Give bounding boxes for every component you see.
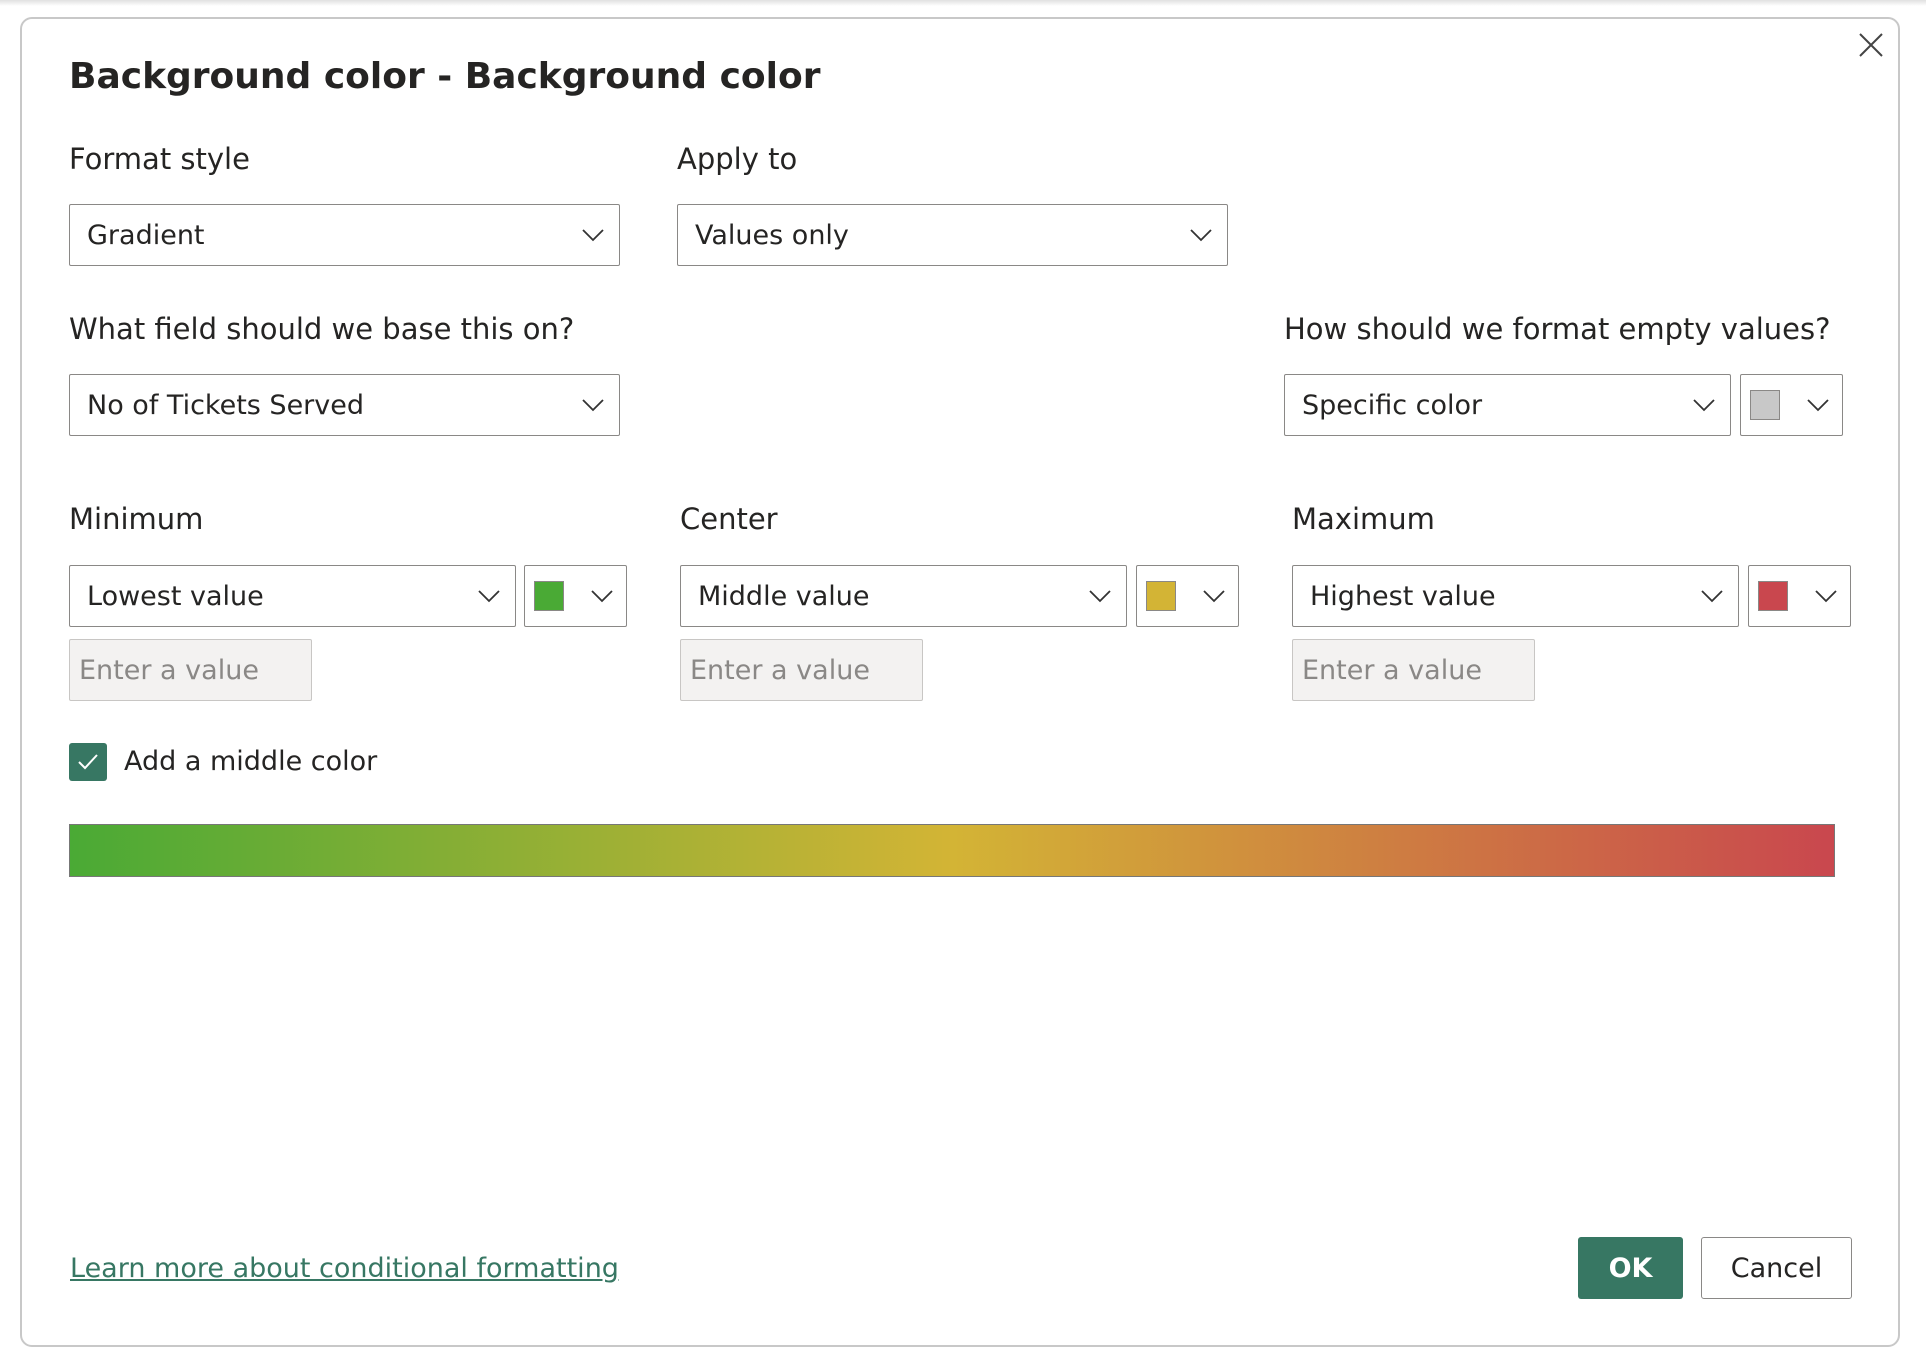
minimum-value: Lowest value [87,580,264,612]
chevron-down-icon [591,590,613,603]
center-label: Center [680,502,778,536]
dialog-title: Background color - Background color [69,56,821,97]
middle-color-checkbox[interactable] [69,743,107,781]
center-value: Middle value [698,580,870,612]
base-field-value: No of Tickets Served [87,389,365,421]
empty-values-label: How should we format empty values? [1284,312,1831,346]
chevron-down-icon [582,229,604,242]
maximum-dropdown[interactable]: Highest value [1292,565,1739,627]
apply-to-dropdown[interactable]: Values only [677,204,1228,266]
chevron-down-icon [1815,590,1837,603]
chevron-down-icon [1190,229,1212,242]
cancel-button[interactable]: Cancel [1701,1237,1852,1299]
chevron-down-icon [1203,590,1225,603]
chevron-down-icon [1089,590,1111,603]
close-icon[interactable] [1858,32,1884,58]
center-value-input[interactable] [680,639,923,701]
minimum-color-picker[interactable] [524,565,627,627]
minimum-dropdown[interactable]: Lowest value [69,565,516,627]
color-swatch [534,581,564,611]
middle-color-label: Add a middle color [124,746,378,777]
empty-values-value: Specific color [1302,389,1483,421]
chevron-down-icon [1693,399,1715,412]
chevron-down-icon [582,399,604,412]
maximum-color-picker[interactable] [1748,565,1851,627]
minimum-value-input[interactable] [69,639,312,701]
format-style-label: Format style [69,142,250,176]
empty-color-picker[interactable] [1740,374,1843,436]
center-dropdown[interactable]: Middle value [680,565,1127,627]
color-swatch [1146,581,1176,611]
minimum-label: Minimum [69,502,204,536]
chevron-down-icon [478,590,500,603]
ok-button[interactable]: OK [1578,1237,1683,1299]
chevron-down-icon [1807,399,1829,412]
maximum-value-input[interactable] [1292,639,1535,701]
maximum-value: Highest value [1310,580,1496,612]
top-shadow [0,0,1926,6]
empty-values-dropdown[interactable]: Specific color [1284,374,1731,436]
format-style-value: Gradient [87,219,205,251]
format-style-dropdown[interactable]: Gradient [69,204,620,266]
color-swatch [1758,581,1788,611]
base-field-label: What field should we base this on? [69,312,575,346]
chevron-down-icon [1701,590,1723,603]
base-field-dropdown[interactable]: No of Tickets Served [69,374,620,436]
apply-to-label: Apply to [677,142,798,176]
center-color-picker[interactable] [1136,565,1239,627]
learn-more-link[interactable]: Learn more about conditional formatting [70,1253,619,1284]
maximum-label: Maximum [1292,502,1435,536]
checkmark-icon [78,754,98,770]
gradient-preview [69,824,1835,877]
apply-to-value: Values only [695,219,849,251]
color-swatch [1750,390,1780,420]
